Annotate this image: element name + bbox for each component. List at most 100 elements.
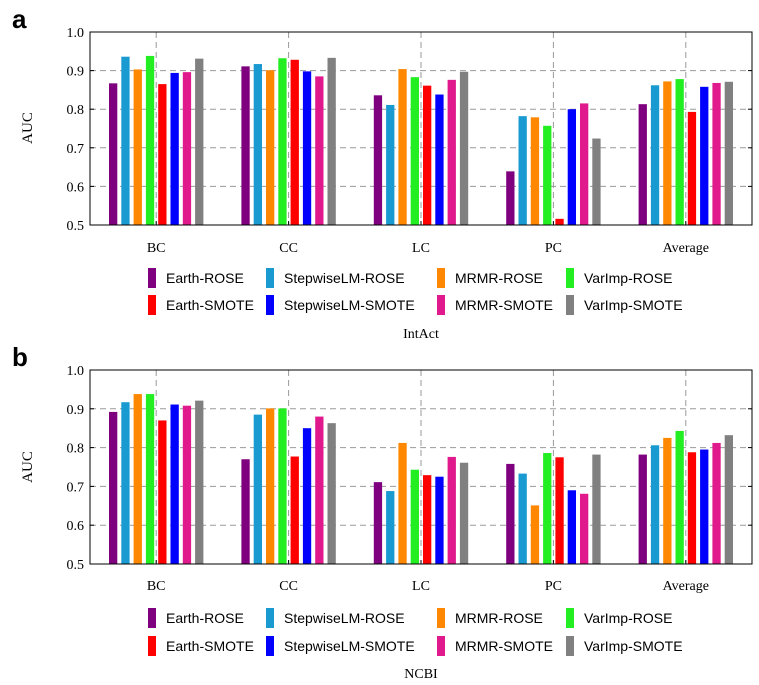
bar <box>327 57 336 225</box>
x-tick-label: Average <box>663 579 709 594</box>
y-tick-label: 0.8 <box>67 442 85 457</box>
bar <box>315 76 324 225</box>
y-tick-label: 0.6 <box>67 519 85 534</box>
bar <box>241 459 250 564</box>
legend-swatch <box>148 636 156 656</box>
y-tick-label: 1.0 <box>67 26 85 41</box>
y-tick-label: 0.7 <box>67 480 85 495</box>
bar <box>663 81 672 225</box>
y-tick-label: 1.0 <box>67 364 85 379</box>
bar <box>712 442 721 564</box>
bar <box>315 416 324 564</box>
legend-label: VarImp-ROSE <box>584 610 672 626</box>
legend-swatch <box>437 608 445 628</box>
bar <box>663 437 672 564</box>
legend-label: Earth-SMOTE <box>166 297 254 313</box>
bar <box>145 394 155 564</box>
bar <box>530 505 540 564</box>
bar <box>133 394 142 564</box>
legend-label: MRMR-ROSE <box>455 610 543 626</box>
y-axis-label: AUC <box>20 451 36 483</box>
bar <box>567 109 576 225</box>
bar <box>373 95 383 225</box>
legend-label: Earth-ROSE <box>166 610 244 626</box>
legend-swatch <box>566 636 574 656</box>
bar <box>327 423 336 564</box>
x-tick-label: CC <box>279 579 298 594</box>
legend-swatch <box>266 636 274 656</box>
panel-caption: NCBI <box>404 667 438 682</box>
bar <box>302 428 312 564</box>
y-tick-label: 0.9 <box>67 403 85 418</box>
bar <box>518 116 527 225</box>
bar <box>109 83 118 225</box>
bar <box>278 408 287 564</box>
y-tick-label: 0.6 <box>67 180 85 195</box>
chart-panel-b: b 0.5 0.6 0.7 0.8 0.9 1.0 AUC BC CC LC PC Average Ear… <box>12 342 753 682</box>
bar <box>253 414 262 564</box>
bar <box>398 69 407 225</box>
bar <box>724 81 733 225</box>
legend-label: Earth-SMOTE <box>166 638 254 654</box>
panel-caption: IntAct <box>403 327 439 342</box>
bar <box>435 94 444 225</box>
legend-label: Earth-ROSE <box>166 270 244 286</box>
bar <box>182 72 192 225</box>
x-tick-label: LC <box>412 579 430 594</box>
legend-swatch <box>437 295 445 315</box>
x-tick-label: Average <box>663 241 709 256</box>
y-tick-label: 0.5 <box>67 219 85 234</box>
bar <box>121 402 130 564</box>
x-tick-label: PC <box>545 579 562 594</box>
legend-label: VarImp-SMOTE <box>584 638 683 654</box>
bar <box>435 476 444 564</box>
y-tick-label: 0.7 <box>67 142 85 157</box>
bar <box>580 493 589 564</box>
y-tick-label: 0.8 <box>67 103 85 118</box>
x-tick-label: CC <box>279 241 298 256</box>
bar <box>266 408 275 564</box>
bar <box>459 462 469 564</box>
bar <box>700 449 709 564</box>
bar <box>447 456 456 564</box>
y-tick-label: 0.9 <box>67 65 85 80</box>
legend-swatch <box>266 268 274 288</box>
bar <box>687 111 697 225</box>
legend-label: StepwiseLM-ROSE <box>284 610 405 626</box>
bar <box>580 103 589 225</box>
panel-letter: a <box>12 4 27 34</box>
bar <box>398 442 407 564</box>
legend: Earth-ROSE StepwiseLM-ROSE MRMR-ROSE VarImp… <box>148 268 683 315</box>
bar <box>423 85 432 226</box>
bar <box>373 482 383 564</box>
bar <box>459 71 469 225</box>
legend-swatch <box>148 608 156 628</box>
legend-swatch <box>566 608 574 628</box>
legend-swatch <box>437 268 445 288</box>
legend-swatch <box>566 295 574 315</box>
x-tick-label: BC <box>147 241 166 256</box>
bar <box>302 71 312 226</box>
bar <box>386 104 395 225</box>
bar <box>506 463 515 564</box>
bar <box>109 411 118 564</box>
legend-label: StepwiseLM-ROSE <box>284 270 405 286</box>
x-tick-label: LC <box>412 241 430 256</box>
bar <box>290 456 299 564</box>
legend-swatch <box>148 295 156 315</box>
legend-swatch <box>266 608 274 628</box>
bar <box>423 475 432 564</box>
bar <box>543 125 552 225</box>
bar <box>518 473 527 564</box>
bar <box>170 404 179 564</box>
bar <box>687 452 697 564</box>
bar <box>410 77 419 225</box>
x-tick-label: PC <box>545 241 562 256</box>
legend-label: MRMR-SMOTE <box>455 297 553 313</box>
legend-swatch <box>148 268 156 288</box>
bar <box>638 104 647 225</box>
bar <box>555 218 564 225</box>
bar <box>555 457 564 564</box>
bar <box>543 453 552 564</box>
